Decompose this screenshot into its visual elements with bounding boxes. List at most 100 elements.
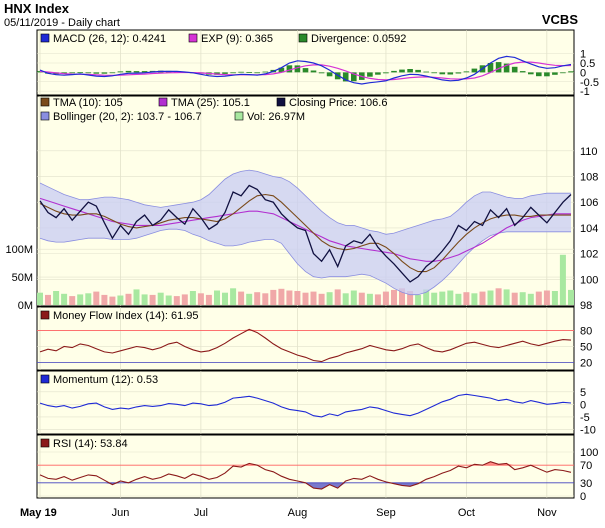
volume-bar-65 <box>559 254 566 306</box>
volume-bar-49 <box>431 292 438 305</box>
volume-bar-45 <box>399 288 405 306</box>
legend-swatch-price-a-1 <box>158 97 168 107</box>
bollinger-upper-line <box>39 169 571 235</box>
volume-bar-5 <box>77 294 84 305</box>
divergence-bar-11 <box>125 70 132 73</box>
volume-bar-40 <box>358 292 365 305</box>
volume-bar-60 <box>519 292 526 305</box>
legend-swatch-macd-2 <box>298 33 308 43</box>
volume-bar-8 <box>101 294 108 305</box>
x-tick-4: Sep <box>376 507 396 519</box>
divergence-bar-56 <box>487 63 494 73</box>
chart-source: VCBS <box>542 12 578 27</box>
divergence-bar-10 <box>117 71 124 73</box>
legend-label-price-b-0: Bollinger (20, 2): 103.7 - 106.7 <box>53 111 202 123</box>
divergence-bar-33 <box>302 68 309 73</box>
divergence-bar-46 <box>407 69 413 73</box>
volume-bar-37 <box>334 289 341 305</box>
tick-macd-3: -0.5 <box>580 77 599 89</box>
volume-bar-32 <box>294 291 301 305</box>
volume-bar-35 <box>318 293 325 305</box>
divergence-bar-12 <box>133 71 140 73</box>
tick-volume-2: 0M <box>18 300 33 312</box>
divergence-bar-51 <box>447 72 454 75</box>
tick-price-0: 110 <box>580 146 598 158</box>
macd-line <box>39 55 572 85</box>
divergence-bar-27 <box>254 72 260 74</box>
volume-bar-20 <box>197 293 204 305</box>
volume-bar-21 <box>205 294 212 305</box>
close-price-line <box>39 184 572 283</box>
volume-bar-36 <box>326 292 333 305</box>
x-tick-5: Oct <box>458 507 475 519</box>
volume-bar-30 <box>278 288 285 305</box>
tick-mfi-2: 20 <box>580 358 592 370</box>
volume-bar-66 <box>568 289 574 305</box>
divergence-bar-34 <box>310 70 317 73</box>
divergence-bar-31 <box>286 65 293 73</box>
volume-bar-33 <box>302 292 309 305</box>
volume-bar-39 <box>350 290 357 305</box>
legend-label-price-a-1: TMA (25): 105.1 <box>171 97 250 109</box>
tick-price-1: 108 <box>580 172 598 184</box>
divergence-bar-24 <box>230 72 236 74</box>
x-tick-3: Aug <box>288 507 308 519</box>
x-tick-0: May 19 <box>20 507 57 519</box>
volume-bar-41 <box>366 293 373 305</box>
x-tick-2: Jul <box>194 507 208 519</box>
volume-bar-43 <box>382 291 389 305</box>
legend-swatch-price-b-0 <box>40 111 50 121</box>
tick-macd-1: 0.5 <box>580 58 595 70</box>
legend-label-price-b-1: Vol: 26.97M <box>247 111 305 123</box>
volume-bar-53 <box>463 292 470 305</box>
x-tick-6: Nov <box>537 507 557 519</box>
volume-bar-1 <box>45 294 51 305</box>
divergence-bar-7 <box>93 72 100 74</box>
volume-bar-17 <box>173 296 180 305</box>
volume-bar-31 <box>286 290 293 305</box>
tick-rsi-3: 0 <box>580 491 586 503</box>
volume-bar-16 <box>165 295 172 305</box>
tick-rsi-2: 30 <box>580 478 592 490</box>
divergence-bar-32 <box>294 65 301 73</box>
divergence-bar-63 <box>544 72 550 77</box>
tma25-line <box>39 197 571 262</box>
divergence-bar-53 <box>463 71 470 73</box>
volume-bar-2 <box>53 291 60 305</box>
volume-bar-55 <box>479 291 486 305</box>
legend-label-mfi-0: Money Flow Index (14): 61.95 <box>53 310 199 322</box>
panel-rsi <box>36 434 575 499</box>
volume-bar-0 <box>37 292 43 305</box>
volume-bar-22 <box>214 290 220 305</box>
volume-bar-6 <box>85 293 92 305</box>
x-tick-1: Jun <box>112 507 130 519</box>
legend-label-macd-0: MACD (26, 12): 0.4241 <box>53 33 166 45</box>
legend-label-macd-2: Divergence: 0.0592 <box>311 33 406 45</box>
volume-bar-11 <box>125 293 132 305</box>
legend-label-price-a-2: Closing Price: 106.6 <box>289 97 387 109</box>
volume-bar-48 <box>423 289 430 305</box>
tick-momentum-1: 0 <box>580 399 586 411</box>
volume-bar-25 <box>238 291 245 305</box>
volume-bar-57 <box>495 288 502 306</box>
divergence-bar-36 <box>326 72 333 77</box>
volume-bar-46 <box>407 291 414 305</box>
divergence-bar-47 <box>415 69 421 73</box>
divergence-bar-49 <box>431 72 437 74</box>
divergence-bar-66 <box>568 71 574 73</box>
divergence-bar-62 <box>536 72 542 77</box>
legend-label-price-a-0: TMA (10): 105 <box>53 97 123 109</box>
tick-momentum-2: -5 <box>580 412 590 424</box>
divergence-bar-9 <box>109 72 116 74</box>
volume-bar-14 <box>149 294 156 305</box>
volume-bar-64 <box>551 291 558 305</box>
divergence-bar-23 <box>222 72 228 74</box>
legend-swatch-rsi-0 <box>40 438 50 448</box>
divergence-bar-8 <box>101 72 108 74</box>
volume-bar-7 <box>93 291 100 305</box>
divergence-bar-54 <box>471 68 478 73</box>
divergence-bar-52 <box>455 72 462 74</box>
volume-bar-24 <box>230 288 237 306</box>
tick-momentum-0: 5 <box>580 387 586 399</box>
